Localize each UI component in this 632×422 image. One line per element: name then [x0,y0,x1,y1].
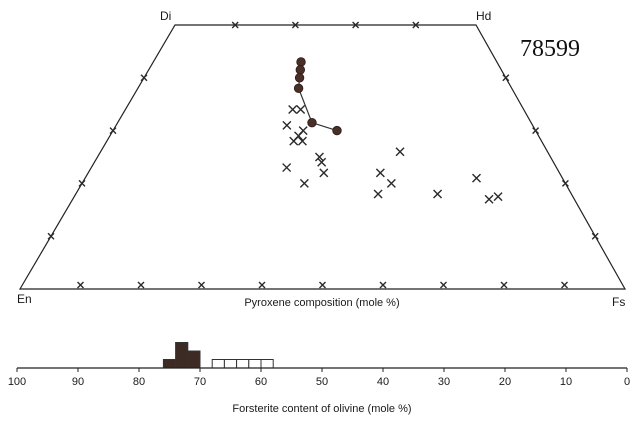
olivine-histogram: 100 90 80 70 60 50 40 30 20 10 0 [8,342,630,388]
edge-tick-bottom-8 [500,281,508,289]
histogram-tick-label-10: 0 [624,376,630,388]
edge-tick-right-2 [561,179,569,187]
edge-tick-bottom-4 [258,281,266,289]
edge-tick-bottom-1 [77,281,84,289]
olivine-axis-label: Forsterite content of olivine (mole %) [232,403,411,415]
trend-point-0 [296,57,306,67]
quadrilateral-outline [18,24,627,290]
edge-tick-left-2 [78,179,86,187]
histogram-tick-label-1: 90 [72,376,84,388]
edge-tick-bottom-6 [379,281,387,289]
trend-point-4 [307,117,317,128]
trend-point-3 [293,83,304,94]
pyroxene-point-18 [484,194,494,204]
edge-tick-bottom-5 [319,281,326,289]
pyroxene-point-0 [288,104,298,114]
histogram-tick-label-2: 80 [133,376,145,388]
histogram-ticks: 100 90 80 70 60 50 40 30 20 10 0 [8,368,630,388]
pyroxene-point-7 [314,152,324,162]
pyroxene-point-17 [472,173,481,183]
edge-tick-top-1 [231,21,239,29]
histogram-tick-label-8: 20 [499,376,511,388]
corner-label-en: En [17,292,32,306]
pyroxene-point-13 [375,168,385,178]
pyroxene-point-12 [395,147,405,157]
pyroxene-point-2 [296,104,306,114]
pyroxene-point-15 [373,189,383,199]
pyroxene-point-10 [282,163,292,173]
histogram-bar-2 [187,350,201,369]
pyroxene-axis-label: Pyroxene composition (mole %) [244,297,399,309]
histogram-tick-label-4: 60 [255,376,267,388]
edge-tick-right-3 [532,127,540,135]
edge-tick-top-4 [412,21,420,29]
edge-tick-bottom-3 [198,281,205,289]
pyroxene-point-5 [297,136,307,146]
histogram-bar-0 [162,359,177,369]
histogram-bar-7 [260,359,274,369]
histogram-tick-label-7: 30 [438,376,450,388]
quadrilateral-tick-marks [47,21,599,289]
corner-label-fs: Fs [612,295,625,309]
edge-tick-left-4 [140,74,148,82]
edge-tick-top-2 [291,21,299,29]
edge-tick-left-3 [109,127,117,135]
pyroxene-point-6 [289,136,299,146]
edge-tick-bottom-2 [137,281,145,289]
histogram-tick-label-9: 10 [560,376,572,388]
sample-number: 78599 [520,36,580,62]
histogram-tick-label-5: 50 [316,376,328,388]
histogram-tick-label-0: 100 [8,376,26,388]
pyroxene-point-14 [386,178,396,188]
histogram-bars [162,342,274,369]
edge-tick-right-1 [591,232,599,240]
histogram-bar-5 [236,359,250,369]
pyroxene-point-19 [493,192,503,202]
histogram-bar-4 [223,359,238,369]
edge-tick-top-3 [352,21,360,29]
trend-point-2 [294,73,305,83]
histogram-tick-label-3: 70 [194,376,206,388]
edge-tick-left-1 [47,232,55,240]
trend-line [297,61,338,132]
edge-tick-bottom-7 [440,281,447,289]
histogram-bar-6 [248,359,262,369]
corner-label-di: Di [160,9,171,23]
trend-series [293,57,342,136]
edge-tick-bottom-9 [561,281,568,289]
pyroxene-point-1 [282,120,292,130]
histogram-bar-1 [175,342,189,369]
trend-point-5 [332,125,342,136]
histogram-bar-3 [211,359,225,369]
histogram-tick-label-6: 40 [377,376,389,388]
corner-label-hd: Hd [476,9,491,23]
edge-tick-right-4 [502,74,510,82]
pyroxene-points [282,104,503,204]
pyroxene-point-16 [433,189,443,199]
pyroxene-point-9 [319,168,329,178]
pyroxene-point-8 [317,157,327,167]
pyroxene-quadrilateral [18,21,627,290]
pyroxene-point-11 [299,178,309,188]
trend-point-1 [295,65,306,75]
